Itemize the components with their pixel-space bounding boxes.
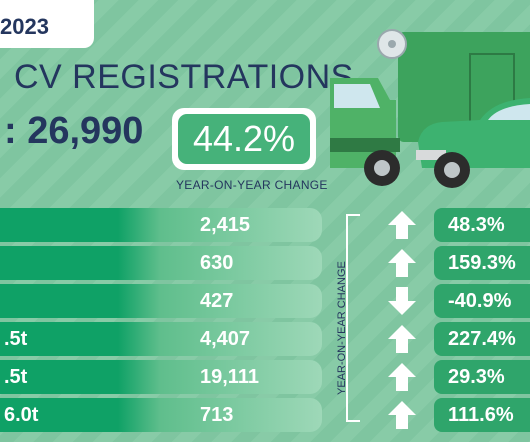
segment-row: 427 bbox=[0, 284, 322, 318]
year-tab: 2023 bbox=[0, 0, 94, 48]
arrow-down-icon bbox=[388, 287, 416, 315]
segment-value: 630 bbox=[200, 252, 234, 274]
change-badge: 159.3% bbox=[434, 246, 530, 280]
segment-name: .5t bbox=[4, 328, 28, 350]
segment-row: 2,415 bbox=[0, 208, 322, 242]
segment-row: .5t 4,407 bbox=[0, 322, 322, 356]
segment-name bbox=[0, 284, 4, 318]
segment-row: .5t 19,111 bbox=[0, 360, 322, 394]
change-badge: 227.4% bbox=[434, 322, 530, 356]
arrow-up-icon bbox=[388, 401, 416, 429]
segment-name: .5t bbox=[4, 366, 28, 388]
yoy-badge: 44.2% bbox=[172, 108, 316, 170]
change-badge: -40.9% bbox=[434, 284, 530, 318]
change-badge: 48.3% bbox=[434, 208, 530, 242]
change-bracket bbox=[346, 214, 360, 422]
segment-value: 427 bbox=[200, 290, 234, 312]
total-registrations: : 26,990 bbox=[4, 110, 144, 152]
segment-name bbox=[0, 208, 4, 242]
arrow-up-icon bbox=[388, 249, 416, 277]
segment-name bbox=[0, 246, 4, 280]
change-badge: 29.3% bbox=[434, 360, 530, 394]
yoy-caption: YEAR-ON-YEAR CHANGE bbox=[176, 178, 328, 192]
year-label: 2023 bbox=[0, 14, 49, 39]
vehicles-illustration bbox=[330, 29, 530, 188]
change-badge: 111.6% bbox=[434, 398, 530, 432]
segment-value: 4,407 bbox=[200, 328, 251, 350]
segment-value: 2,415 bbox=[200, 214, 251, 236]
segment-row: 630 bbox=[0, 246, 322, 280]
segment-name: 6.0t bbox=[4, 404, 39, 426]
arrow-up-icon bbox=[388, 325, 416, 353]
segment-row: 6.0t 713 bbox=[0, 398, 322, 432]
arrow-up-icon bbox=[388, 211, 416, 239]
side-label: YEAR-ON-YEAR CHANGE bbox=[336, 261, 348, 395]
yoy-value: 44.2% bbox=[178, 114, 310, 164]
segment-value: 19,111 bbox=[200, 366, 259, 388]
segment-value: 713 bbox=[200, 404, 234, 426]
arrow-up-icon bbox=[388, 363, 416, 391]
page-title: CV REGISTRATIONS bbox=[14, 58, 354, 96]
